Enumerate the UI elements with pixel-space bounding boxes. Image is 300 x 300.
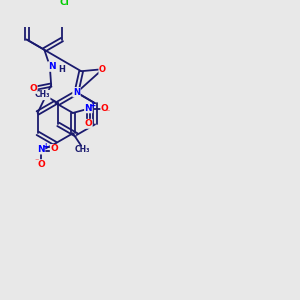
Text: N: N bbox=[48, 62, 56, 71]
Text: Cl: Cl bbox=[59, 0, 69, 7]
Text: O: O bbox=[85, 119, 92, 128]
Text: +: + bbox=[42, 142, 48, 151]
Text: ⁻: ⁻ bbox=[106, 107, 110, 116]
Text: N: N bbox=[73, 88, 80, 97]
Text: O: O bbox=[101, 104, 109, 113]
Text: O: O bbox=[50, 145, 58, 154]
Text: CH₃: CH₃ bbox=[75, 145, 90, 154]
Text: O: O bbox=[37, 160, 45, 169]
Text: O: O bbox=[29, 84, 37, 93]
Text: H: H bbox=[58, 65, 65, 74]
Text: N: N bbox=[37, 145, 45, 154]
Text: N: N bbox=[85, 104, 92, 113]
Text: O: O bbox=[99, 65, 106, 74]
Text: ⁻: ⁻ bbox=[34, 156, 39, 165]
Text: +: + bbox=[89, 101, 95, 110]
Text: CH₃: CH₃ bbox=[34, 91, 50, 100]
